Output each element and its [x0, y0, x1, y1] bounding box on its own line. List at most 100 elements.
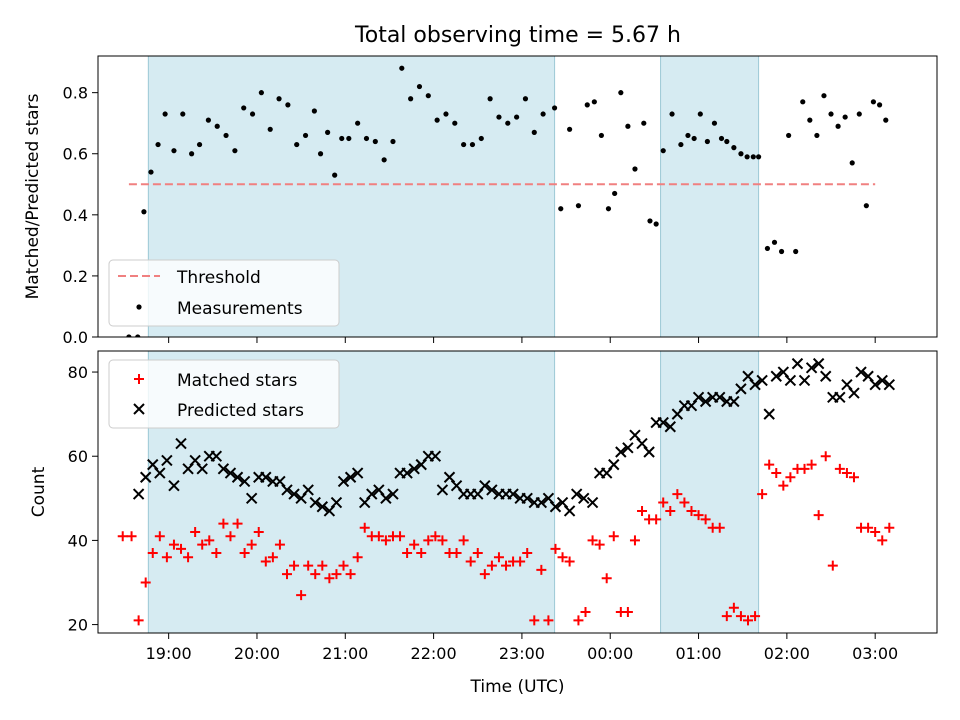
matched-star-point [863, 522, 874, 533]
matched-star-point [416, 548, 427, 559]
matched-star-point [324, 573, 335, 584]
predicted-star-point [869, 378, 881, 391]
predicted-star-point [479, 479, 491, 492]
predicted-star-point [316, 501, 329, 513]
measurement-point [828, 111, 834, 117]
measurement-point [697, 111, 703, 117]
measurement-point [425, 93, 431, 99]
ratio-panel-frame [97, 55, 938, 338]
measurement-point [189, 151, 195, 157]
measurement-point [653, 221, 659, 227]
ratio-panel-points [126, 65, 889, 337]
predicted-star-point [692, 391, 705, 404]
x-tick-label: 01:00 [675, 644, 721, 663]
matched-star-point [658, 497, 669, 508]
matched-star-point [183, 552, 194, 563]
measurement-point [778, 248, 785, 255]
measurement-point [870, 99, 877, 105]
matched-star-point [345, 569, 356, 580]
measurement-point [223, 132, 229, 139]
predicted-star-point [210, 450, 223, 462]
measurement-point [171, 148, 177, 154]
measurement-point [505, 120, 511, 126]
measurement-point [641, 120, 647, 126]
measurement-point [814, 132, 820, 139]
measurement-point [558, 206, 564, 212]
predicted-star-point [820, 370, 832, 382]
matched-star-point [232, 518, 243, 529]
matched-star-point [785, 472, 796, 483]
predicted-star-point [578, 492, 590, 505]
matched-star-point [651, 514, 662, 525]
measurement-point [399, 65, 405, 71]
matched-star-point [564, 556, 575, 567]
matched-star-point [827, 560, 838, 571]
measurement-point [711, 120, 718, 126]
measurement-point [750, 154, 756, 160]
predicted-star-point [770, 370, 782, 382]
matched-star-point [281, 569, 292, 580]
predicted-star-point [238, 475, 251, 488]
matched-star-point [409, 539, 420, 550]
matched-star-point [310, 569, 321, 580]
legend-measurement-swatch [136, 304, 142, 310]
measurement-point [598, 132, 605, 139]
measurement-point [632, 166, 638, 172]
matched-star-point [750, 611, 761, 622]
x-tick-label: 03:00 [852, 644, 898, 663]
matched-star-point [423, 535, 434, 546]
y-tick-label: 20 [68, 616, 88, 635]
measurement-point [416, 83, 423, 90]
predicted-star-point [161, 454, 173, 467]
legend-predicted-swatch [133, 403, 145, 415]
predicted-star-point [622, 442, 634, 454]
matched-star-point [190, 526, 201, 537]
matched-star-point [253, 526, 264, 537]
measurement-point [800, 99, 806, 105]
measurement-point [842, 114, 848, 120]
measurement-point [807, 117, 813, 123]
matched-star-point [515, 556, 526, 567]
matched-star-point [536, 564, 547, 575]
matched-star-point [622, 606, 633, 617]
matched-star-point [757, 489, 768, 500]
matched-star-point [458, 535, 469, 546]
matched-star-point [608, 531, 619, 542]
measurement-point [835, 123, 841, 129]
measurement-point [849, 160, 855, 166]
predicted-star-point [798, 374, 811, 387]
legend-box [108, 259, 340, 327]
matched-star-point [543, 615, 554, 626]
matched-star-point [587, 535, 598, 546]
measurement-point [540, 111, 546, 117]
matched-star-point [743, 615, 754, 626]
predicted-star-point [401, 467, 413, 479]
count-panel-points [117, 357, 896, 626]
measurement-point [285, 102, 291, 108]
measurement-point [469, 141, 476, 148]
y-tick-label: 0.6 [63, 145, 88, 164]
predicted-star-point [570, 488, 583, 500]
predicted-star-point [154, 467, 166, 479]
matched-star-point [373, 531, 384, 542]
predicted-star-point [883, 378, 896, 391]
measurement-point [346, 135, 352, 142]
count-panel-x-axis-label: Time (UTC) [470, 677, 565, 697]
legend-box [108, 359, 340, 429]
matched-star-point [133, 615, 144, 626]
measurement-point [793, 248, 799, 255]
measurement-point [381, 157, 387, 163]
predicted-star-point [344, 471, 357, 483]
predicted-star-point [302, 484, 314, 496]
matched-star-point [451, 548, 462, 559]
predicted-star-point [309, 496, 321, 509]
matched-star-point [331, 569, 342, 580]
matched-star-point [402, 548, 413, 559]
measurement-point [325, 129, 331, 135]
measurement-point [148, 169, 154, 175]
legend-measurement-label: Measurements [177, 299, 303, 319]
ratio-panel-y-ticks: 0.0 0.2 0.4 0.6 0.8 [63, 84, 98, 347]
measurement-point [339, 135, 345, 142]
measurement-point [718, 135, 725, 142]
measurement-point [317, 151, 324, 157]
